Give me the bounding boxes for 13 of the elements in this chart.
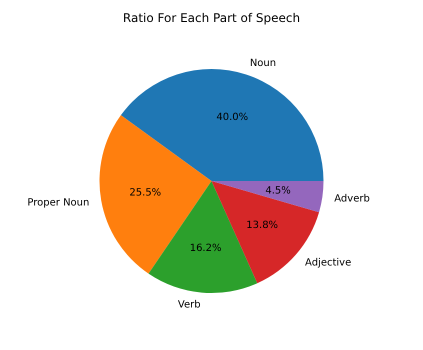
pie-slice <box>120 69 324 181</box>
slice-label: Proper Noun <box>27 197 90 208</box>
data-label: 16.2% <box>190 242 222 254</box>
slice-label: Adjective <box>305 257 352 268</box>
pie-slice <box>212 181 324 212</box>
data-label: 40.0% <box>216 112 248 124</box>
slice-label: Verb <box>178 300 201 311</box>
data-label: 4.5% <box>265 185 291 196</box>
slice-label: Noun <box>250 58 276 70</box>
slice-label: Adverb <box>334 193 370 204</box>
data-label: 13.8% <box>246 220 278 232</box>
chart-title: Ratio For Each Part of Speech <box>122 11 300 25</box>
data-label: 25.5% <box>129 188 162 199</box>
